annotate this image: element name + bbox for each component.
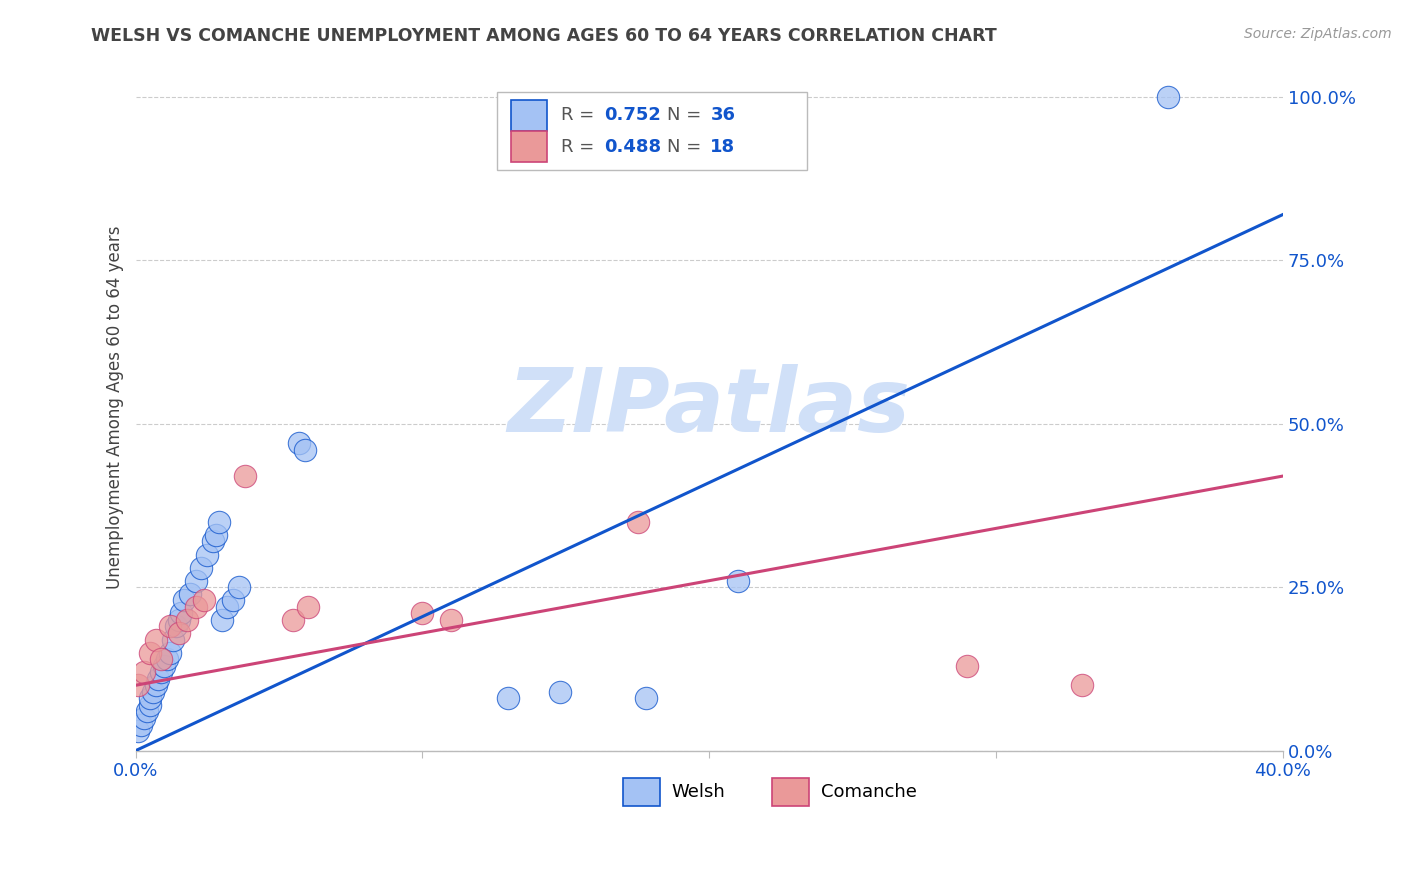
Point	[159, 619, 181, 633]
Point	[153, 658, 176, 673]
FancyBboxPatch shape	[510, 100, 547, 130]
Point	[1157, 89, 1180, 103]
Point	[956, 658, 979, 673]
Point	[195, 548, 218, 562]
Point	[139, 698, 162, 712]
Point	[132, 711, 155, 725]
Point	[228, 580, 250, 594]
FancyBboxPatch shape	[772, 778, 808, 805]
Point	[167, 626, 190, 640]
Point	[222, 593, 245, 607]
FancyBboxPatch shape	[496, 92, 807, 170]
Point	[156, 652, 179, 666]
Point	[217, 599, 239, 614]
Point	[184, 574, 207, 588]
Point	[170, 607, 193, 621]
Point	[129, 717, 152, 731]
Point	[283, 613, 305, 627]
Point	[179, 587, 201, 601]
Point	[294, 442, 316, 457]
Y-axis label: Unemployment Among Ages 60 to 64 years: Unemployment Among Ages 60 to 64 years	[107, 226, 124, 589]
Point	[190, 560, 212, 574]
Text: 18: 18	[710, 137, 735, 156]
Point	[205, 528, 228, 542]
Text: Welsh: Welsh	[672, 783, 725, 801]
Text: 36: 36	[710, 106, 735, 124]
Point	[132, 665, 155, 680]
Text: 0.488: 0.488	[603, 137, 661, 156]
Point	[142, 685, 165, 699]
Point	[173, 593, 195, 607]
Point	[288, 436, 311, 450]
Text: Source: ZipAtlas.com: Source: ZipAtlas.com	[1244, 27, 1392, 41]
Point	[440, 613, 463, 627]
Text: WELSH VS COMANCHE UNEMPLOYMENT AMONG AGES 60 TO 64 YEARS CORRELATION CHART: WELSH VS COMANCHE UNEMPLOYMENT AMONG AGE…	[91, 27, 997, 45]
Point	[498, 691, 520, 706]
Point	[297, 599, 319, 614]
Point	[626, 515, 648, 529]
Text: N =: N =	[666, 137, 707, 156]
Point	[233, 469, 256, 483]
Point	[165, 619, 187, 633]
Point	[139, 691, 162, 706]
Point	[208, 515, 231, 529]
Point	[159, 646, 181, 660]
Point	[201, 534, 224, 549]
Point	[193, 593, 215, 607]
Point	[127, 678, 149, 692]
Point	[148, 672, 170, 686]
Point	[136, 705, 159, 719]
Point	[176, 613, 198, 627]
Text: R =: R =	[561, 106, 600, 124]
Point	[150, 665, 173, 680]
FancyBboxPatch shape	[623, 778, 659, 805]
Point	[636, 691, 658, 706]
Text: ZIPatlas: ZIPatlas	[508, 364, 911, 450]
Point	[139, 646, 162, 660]
Point	[167, 613, 190, 627]
Point	[145, 632, 167, 647]
Text: Comanche: Comanche	[821, 783, 917, 801]
Text: N =: N =	[666, 106, 707, 124]
Text: R =: R =	[561, 137, 600, 156]
Point	[411, 607, 433, 621]
Point	[548, 685, 571, 699]
Point	[145, 678, 167, 692]
Point	[184, 599, 207, 614]
FancyBboxPatch shape	[510, 131, 547, 162]
Point	[127, 724, 149, 739]
Text: 0.752: 0.752	[603, 106, 661, 124]
Point	[1071, 678, 1094, 692]
Point	[150, 652, 173, 666]
Point	[727, 574, 749, 588]
Point	[211, 613, 233, 627]
Point	[162, 632, 184, 647]
